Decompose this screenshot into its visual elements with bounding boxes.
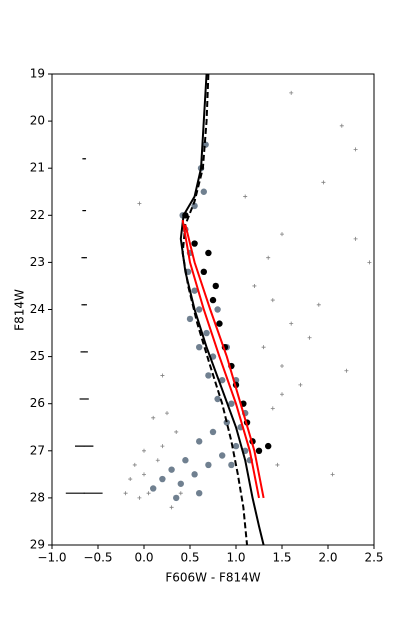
star-point: [228, 461, 235, 469]
isochrone: [181, 219, 260, 499]
y-axis-label: F814W: [13, 289, 27, 331]
x-tick-label: 1.0: [226, 551, 245, 565]
field-star: [307, 335, 312, 340]
field-star: [289, 321, 294, 326]
field-star: [137, 201, 142, 206]
field-star: [280, 232, 284, 237]
star-point: [214, 306, 221, 313]
y-tick-label: 19: [30, 67, 45, 81]
star-point: [214, 395, 221, 403]
field-star: [321, 180, 326, 185]
star-point: [196, 489, 203, 497]
star-point: [191, 287, 198, 294]
field-star: [353, 147, 358, 152]
field-star: [151, 415, 156, 420]
field-star: [174, 429, 179, 434]
star-point: [182, 457, 189, 464]
star-point: [191, 240, 198, 247]
field-star: [169, 505, 174, 510]
field-star: [289, 90, 294, 95]
field-star: [137, 495, 142, 500]
isochrone: [184, 224, 265, 499]
star-point: [200, 188, 207, 195]
star-point: [168, 466, 175, 473]
field-star: [280, 364, 284, 369]
field-star: [316, 302, 321, 307]
star-point: [173, 494, 180, 502]
field-star: [142, 472, 146, 477]
field-star: [266, 255, 271, 260]
x-tick-label: −1.0: [37, 551, 66, 565]
field-star: [275, 462, 280, 467]
field-star: [132, 462, 137, 467]
x-tick-label: 2.0: [318, 551, 337, 565]
star-point: [212, 282, 219, 290]
field-star: [252, 283, 257, 288]
plot-frame: [51, 73, 375, 546]
field-star: [280, 392, 284, 397]
star-point: [223, 419, 230, 426]
y-tick-label: 26: [30, 396, 45, 410]
star-point: [196, 306, 203, 313]
y-tick-label: 25: [30, 349, 45, 363]
field-star: [261, 345, 266, 350]
field-star: [353, 236, 358, 241]
star-point: [150, 485, 157, 492]
x-tick-label: 1.5: [272, 551, 291, 565]
field-star: [344, 368, 349, 373]
star-point: [255, 447, 263, 454]
field-star: [243, 194, 248, 199]
y-tick-label: 27: [30, 443, 45, 457]
field-star: [367, 260, 372, 265]
field-star: [165, 411, 169, 416]
y-tick-label: 24: [30, 302, 45, 316]
field-star: [142, 448, 146, 453]
y-tick-label: 29: [30, 538, 45, 552]
star-point: [228, 400, 235, 407]
y-tick-label: 20: [30, 114, 45, 128]
star-point: [265, 442, 272, 450]
field-star: [160, 444, 165, 449]
field-star: [146, 491, 151, 496]
field-star: [155, 458, 160, 463]
field-star: [178, 491, 183, 496]
field-star: [160, 373, 165, 378]
field-star: [330, 472, 335, 477]
star-point: [232, 442, 240, 450]
star-point: [196, 438, 203, 445]
star-point: [205, 372, 212, 379]
star-point: [205, 249, 212, 257]
x-tick-label: 2.5: [364, 551, 383, 565]
field-star: [339, 123, 344, 128]
star-point: [177, 480, 184, 487]
field-star: [298, 382, 303, 387]
star-point: [196, 343, 203, 351]
isochrone: [181, 73, 249, 546]
star-point: [209, 428, 217, 436]
field-star: [270, 406, 275, 411]
star-point: [219, 452, 226, 459]
field-star: [123, 491, 128, 496]
star-point: [191, 471, 198, 478]
y-tick-label: 22: [30, 208, 45, 222]
star-point: [216, 320, 223, 327]
star-point: [219, 376, 226, 384]
field-star: [128, 477, 133, 482]
x-tick-label: 0.0: [134, 551, 153, 565]
star-point: [200, 268, 207, 276]
star-point: [159, 475, 166, 483]
y-tick-label: 28: [30, 490, 45, 504]
y-tick-label: 23: [30, 255, 45, 269]
x-axis-label: F606W - F814W: [165, 571, 260, 585]
star-point: [203, 329, 210, 337]
x-tick-label: 0.5: [180, 551, 199, 565]
star-point: [205, 461, 212, 469]
y-tick-label: 21: [30, 161, 45, 175]
star-point: [209, 296, 217, 304]
star-point: [186, 315, 194, 323]
x-tick-label: −0.5: [83, 551, 112, 565]
field-star: [270, 298, 275, 303]
